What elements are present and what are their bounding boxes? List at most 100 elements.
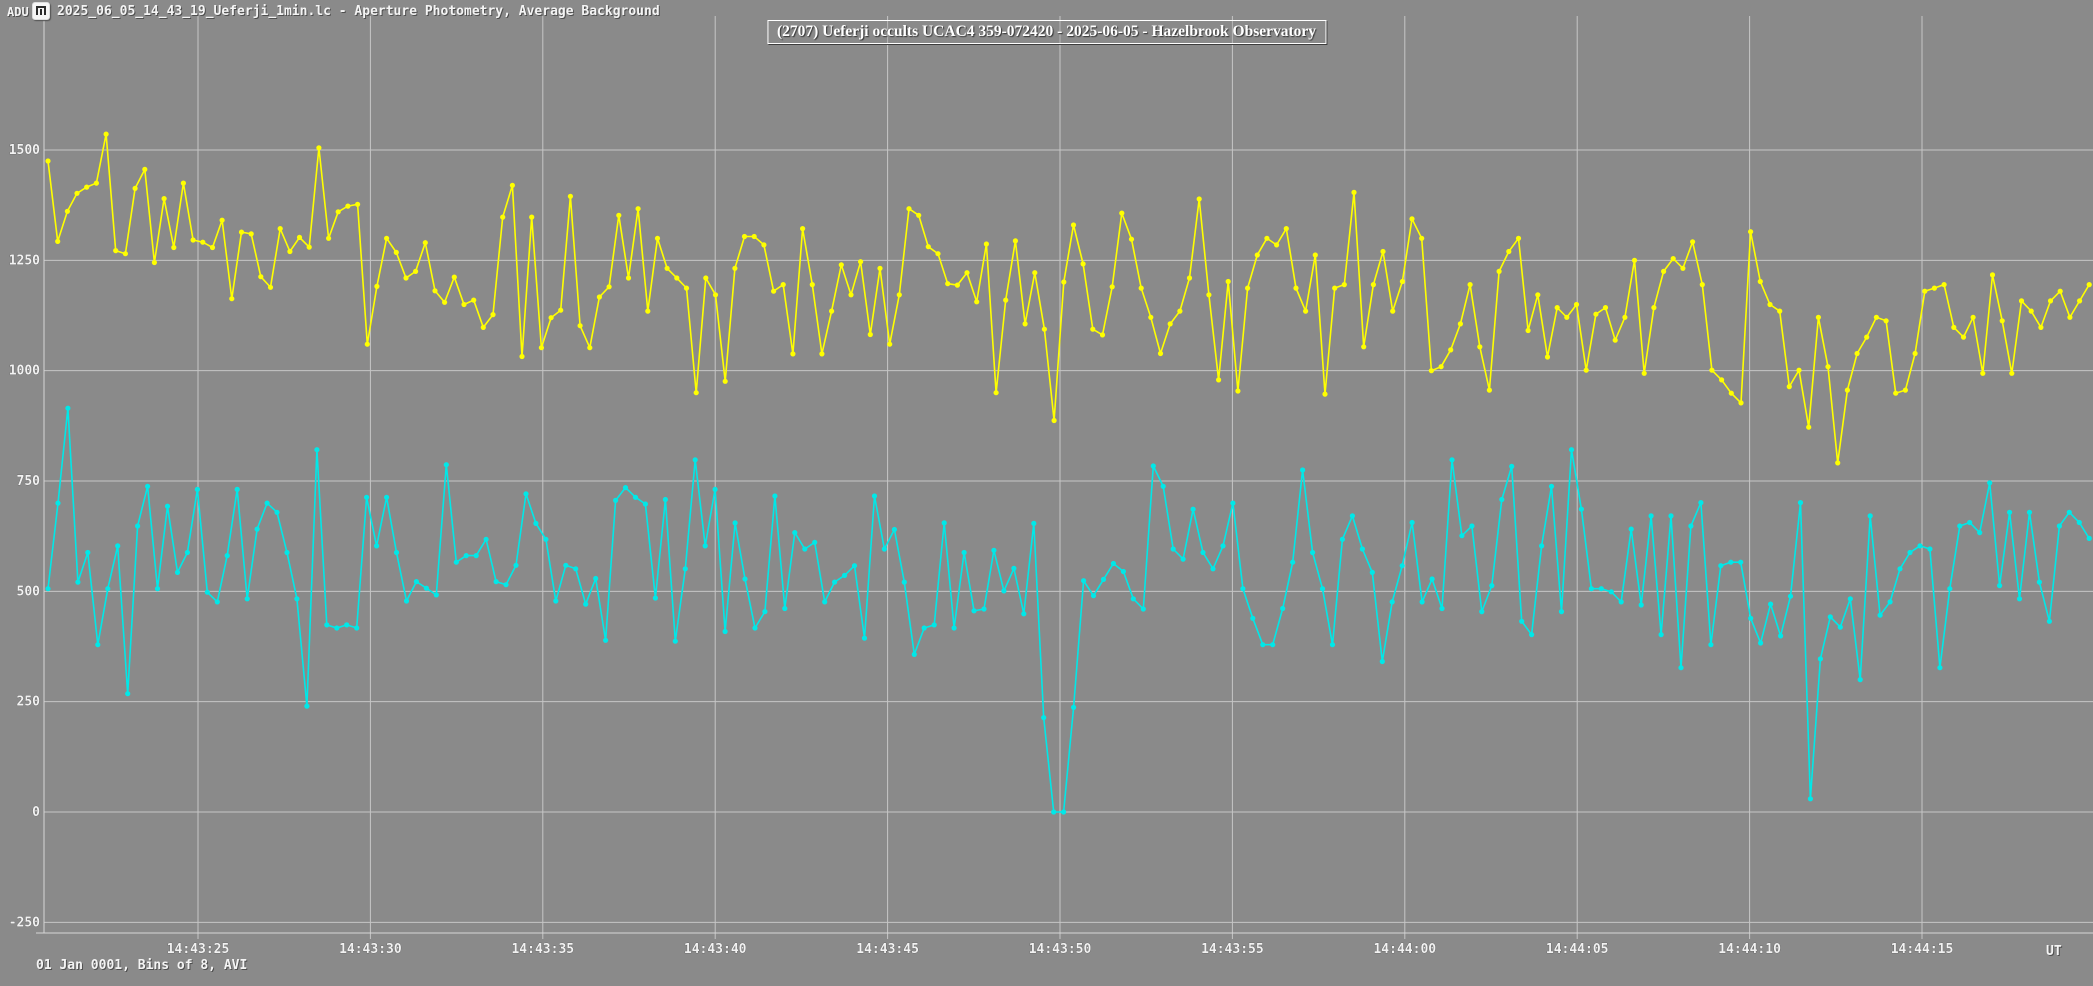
series-yellow-point <box>1844 387 1850 393</box>
series-cyan-point <box>563 562 569 568</box>
series-cyan-point <box>1668 513 1674 519</box>
series-yellow-point <box>1883 318 1889 324</box>
series-yellow-point <box>64 208 70 214</box>
series-yellow-point <box>674 275 680 281</box>
series-yellow-point <box>103 131 109 137</box>
series-cyan-point <box>1090 593 1097 599</box>
series-yellow-point <box>1177 308 1183 314</box>
series-cyan-point <box>1429 576 1435 582</box>
series-yellow-point <box>500 214 506 220</box>
series-cyan-point <box>573 566 579 572</box>
series-yellow-point <box>1709 367 1715 373</box>
series-cyan-point <box>1409 519 1415 526</box>
series-cyan-point <box>1548 483 1555 489</box>
series-yellow-point <box>1370 282 1376 288</box>
series-cyan-point <box>543 536 549 542</box>
series-cyan-point <box>1738 559 1744 565</box>
series-cyan-point <box>1499 496 1505 503</box>
series-yellow-point <box>2009 370 2015 376</box>
series-cyan-point <box>672 638 678 644</box>
series-yellow-point <box>1293 285 1299 291</box>
series-yellow-point <box>364 341 370 347</box>
series-cyan-point <box>254 526 260 532</box>
series-cyan-point <box>1449 457 1455 463</box>
series-yellow-point <box>209 244 216 251</box>
series-yellow-point <box>1922 288 1928 294</box>
series-cyan-point <box>1310 549 1316 556</box>
series-cyan-point <box>1011 565 1017 572</box>
app-icon <box>32 2 50 20</box>
y-tick-label: 1000 <box>9 364 40 379</box>
series-yellow-point <box>1390 308 1396 314</box>
series-yellow-point <box>84 184 90 190</box>
series-yellow-point <box>480 324 486 330</box>
series-yellow-point <box>935 251 941 257</box>
series-cyan-point <box>1319 586 1326 592</box>
series-yellow-point <box>954 282 961 288</box>
series-yellow-point <box>413 268 419 274</box>
series-yellow-point <box>1448 347 1454 353</box>
series-cyan-point <box>1618 599 1624 605</box>
series-cyan-point <box>204 589 210 595</box>
series-yellow-point <box>277 226 283 232</box>
y-tick-label: 1250 <box>9 253 40 268</box>
series-cyan-point <box>1250 615 1256 621</box>
series-cyan-point <box>115 543 121 549</box>
series-yellow-point <box>761 242 767 248</box>
series-yellow-point <box>1835 460 1841 466</box>
series-yellow-point <box>2067 314 2073 320</box>
series-yellow-line <box>47 133 2090 464</box>
series-cyan-point <box>1479 609 1485 615</box>
series-yellow-point <box>335 209 341 215</box>
series-cyan-point <box>682 566 688 572</box>
series-cyan-point <box>1190 506 1196 512</box>
series-yellow-point <box>1960 334 1967 340</box>
series-yellow-point <box>596 294 603 300</box>
series-cyan-point <box>1947 586 1953 592</box>
x-tick-label: 14:43:40 <box>684 942 747 957</box>
series-cyan-point <box>1150 463 1156 469</box>
series-yellow-point <box>645 308 651 314</box>
series-yellow-point <box>1186 275 1193 281</box>
series-cyan-point <box>851 563 858 569</box>
series-cyan-point <box>1021 611 1027 617</box>
series-cyan-point <box>314 447 320 453</box>
series-cyan-point <box>374 543 380 549</box>
series-yellow-point <box>248 231 254 237</box>
series-cyan-point <box>95 642 101 648</box>
series-yellow-point <box>1544 354 1551 360</box>
series-cyan-point <box>1300 467 1306 473</box>
series-cyan-point <box>214 599 220 605</box>
series-yellow-point <box>403 275 409 281</box>
footer-note: 01 Jan 0001, Bins of 8, AVI <box>36 958 248 973</box>
series-yellow-point <box>122 251 128 257</box>
series-cyan-point <box>961 549 967 556</box>
series-cyan-point <box>1081 578 1087 584</box>
series-yellow-point <box>200 239 206 245</box>
series-cyan-point <box>284 549 290 556</box>
series-yellow-point <box>538 345 545 351</box>
series-yellow-point <box>838 262 844 268</box>
series-cyan-point <box>871 493 878 499</box>
series-cyan-point <box>742 576 748 582</box>
series-cyan-point <box>125 691 131 697</box>
series-cyan-point <box>503 582 509 588</box>
series-cyan-point <box>702 543 708 549</box>
series-yellow-point <box>1486 387 1492 393</box>
series-yellow-point <box>1573 301 1580 308</box>
series-cyan-point <box>2036 579 2042 585</box>
series-cyan-point <box>1071 704 1077 711</box>
series-yellow-point <box>471 297 477 303</box>
series-cyan-point <box>1220 543 1226 549</box>
series-yellow-point <box>1090 326 1096 332</box>
series-cyan-point <box>632 494 639 500</box>
series-yellow-point <box>945 281 951 287</box>
series-yellow-point <box>1622 314 1628 320</box>
series-cyan-point <box>483 536 489 542</box>
series-cyan-point <box>533 520 539 527</box>
series-cyan-point <box>931 622 937 628</box>
series-cyan-point <box>971 608 977 614</box>
series-cyan-point <box>1867 513 1873 519</box>
